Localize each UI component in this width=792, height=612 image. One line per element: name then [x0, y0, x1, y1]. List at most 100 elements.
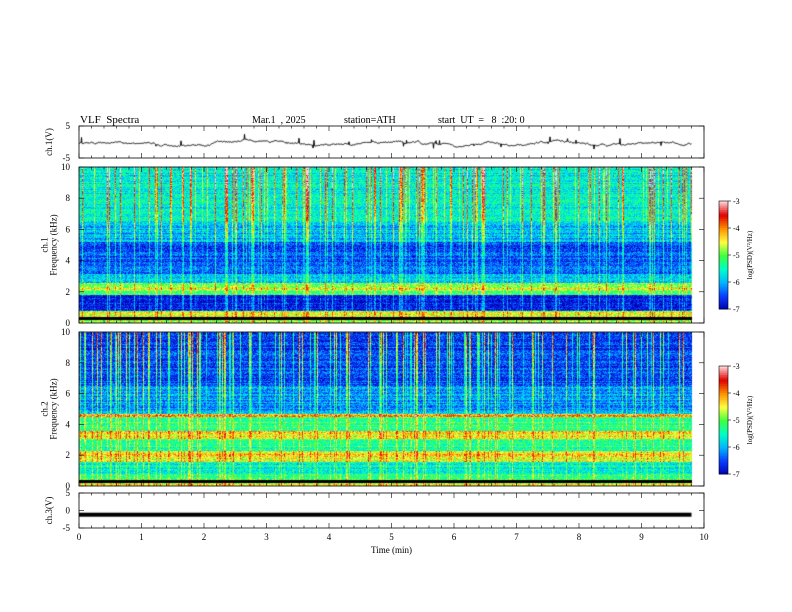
ch1-colorbar-cell: [719, 291, 728, 294]
ch1-colorbar-cell: [719, 222, 728, 225]
ch1-colorbar-cell: [719, 220, 728, 224]
ch2-colorbar-cell: [719, 393, 728, 396]
ch1-colorbar-cell: [719, 202, 728, 206]
ch1-spec-tick-label: 2: [66, 287, 71, 297]
x-tick-label: 7: [514, 532, 519, 542]
ch1-colorbar-cell: [719, 255, 728, 258]
ch2-spec-tick-label: 4: [66, 419, 71, 429]
ch1-colorbar-cell: [719, 274, 728, 278]
start-ut-label: start UT = 8 :20: 0: [438, 115, 525, 126]
ch1-colorbar-cell: [719, 264, 728, 267]
ch2-colorbar-cell: [719, 376, 728, 380]
ch1-colorbar-tick-label: -4: [733, 224, 740, 233]
ch1-colorbar-cell: [719, 296, 728, 299]
ch2-colorbar-cell: [719, 387, 728, 390]
ch1-colorbar-cell: [719, 242, 728, 245]
ch1-colorbar-cell: [719, 307, 728, 310]
x-tick-label: 2: [202, 532, 207, 542]
ch1-colorbar-cell: [719, 305, 728, 308]
ch1-colorbar-cell: [719, 228, 728, 231]
x-tick-label: 6: [452, 532, 457, 542]
ch2-colorbar-cell: [719, 456, 728, 459]
ch1-spec-frame: [78, 166, 705, 324]
ch1-colorbar-cell: [719, 240, 728, 243]
x-tick-label: 8: [577, 532, 582, 542]
ch2-colorbar-cell: [719, 448, 728, 452]
ch2-colorbar-cell: [719, 461, 728, 464]
ch1-colorbar-tick-label: -5: [733, 251, 740, 260]
ch1-colorbar-cell: [719, 215, 728, 218]
ch2-colorbar-cell: [719, 384, 728, 387]
ch1-colorbar-cell: [719, 217, 728, 220]
ch1-colorbar-cell: [719, 237, 728, 240]
ch3-wave-tick-label: 5: [66, 488, 71, 498]
ch1-colorbar-cell: [719, 210, 728, 213]
ch1-colorbar-cell: [719, 267, 728, 270]
ch1-colorbar-cell: [719, 208, 728, 211]
x-axis-label: Time (min): [371, 545, 412, 555]
ch2-colorbar-tick-label: -6: [733, 443, 740, 452]
ch2-colorbar-cell: [719, 430, 728, 434]
ch2-colorbar-cell: [719, 385, 728, 389]
ch2-colorbar-cell: [719, 371, 728, 374]
ch2-colorbar-cell: [719, 425, 728, 428]
ch1-colorbar-tick-label: -7: [733, 305, 740, 314]
ch1-colorbar-cell: [719, 260, 728, 263]
ch1-colorbar-cell: [719, 204, 728, 207]
ch2-spec-tick-label: 8: [66, 358, 71, 368]
ch1-colorbar-cell: [719, 287, 728, 290]
ch2-colorbar-cell: [719, 378, 728, 381]
ch2-colorbar-tick-label: -4: [733, 389, 740, 398]
ch2-colorbar-cell: [719, 373, 728, 376]
ch2-colorbar-cell: [719, 472, 728, 475]
ch2-colorbar-cell: [719, 369, 728, 372]
ch2-colorbar-tick-label: -5: [733, 416, 740, 425]
ch1-colorbar-cell: [719, 300, 728, 303]
ch3-wave-tick-label: -5: [63, 523, 71, 533]
ch2-colorbar-tick-label: -7: [733, 470, 740, 479]
ch1-colorbar-cell: [719, 247, 728, 251]
ch1-colorbar-cell: [719, 206, 728, 209]
ch1-colorbar-cell: [719, 276, 728, 279]
ch2-colorbar-cell: [719, 367, 728, 371]
ch2-colorbar-tick-label: -3: [733, 362, 740, 371]
ch1-colorbar-cell: [719, 265, 728, 269]
ch1-colorbar-tick-label: -6: [733, 278, 740, 287]
ch1-colorbar-cell: [719, 282, 728, 285]
ch1-colorbar-cell: [719, 283, 728, 287]
ch1-colorbar-cell: [719, 289, 728, 292]
ch1-colorbar-cell: [719, 251, 728, 254]
figure-title: VLF Spectra: [80, 114, 140, 126]
ch1-colorbar-cell: [719, 211, 728, 215]
ch1-colorbar-cell: [719, 229, 728, 233]
ch1-spec-tick-label: 4: [66, 256, 71, 266]
ch1-colorbar-cell: [719, 285, 728, 288]
ch2-colorbar-cell: [719, 450, 728, 453]
ch2-colorbar-cell: [719, 466, 728, 470]
ch2-colorbar-cell: [719, 441, 728, 444]
ch1-colorbar-cell: [719, 238, 728, 242]
ch2-spec-tick-label: 2: [66, 450, 71, 460]
ch1-spec-ylabel: Frequency (kHz): [49, 214, 59, 275]
ch2-colorbar-cell: [719, 452, 728, 455]
ch1-colorbar-label: log(PSD)(V²/Hz): [746, 230, 754, 279]
ch1-colorbar-cell: [719, 278, 728, 281]
ch1-colorbar-cell: [719, 253, 728, 256]
ch2-colorbar-cell: [719, 432, 728, 435]
ch2-colorbar-cell: [719, 465, 728, 468]
ch3-frame: [78, 492, 705, 529]
ch2-colorbar-cell: [719, 468, 728, 471]
ch2-spec-tick-label: 10: [61, 327, 71, 337]
ch1-colorbar-cell: [719, 224, 728, 227]
ch1-spec-tick-label: 10: [61, 162, 71, 172]
ch1-colorbar-cell: [719, 226, 728, 229]
ch2-colorbar-cell: [719, 382, 728, 385]
ch1-wave-tick-label: -5: [63, 153, 71, 163]
ch2-colorbar-cell: [719, 436, 728, 439]
ch2-colorbar-cell: [719, 414, 728, 417]
ch2-colorbar-cell: [719, 411, 728, 414]
ch1-wave-ylabel: ch.1(V): [44, 128, 54, 156]
ch2-colorbar-cell: [719, 470, 728, 473]
ch1-wave-tick-label: 5: [66, 121, 71, 131]
